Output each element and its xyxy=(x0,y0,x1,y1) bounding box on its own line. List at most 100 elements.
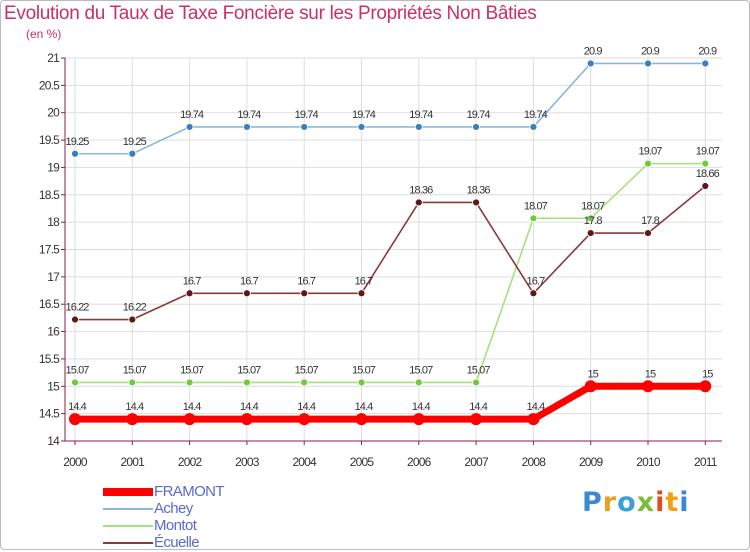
data-point xyxy=(586,59,595,68)
data-label: 16.22 xyxy=(65,302,89,314)
data-label: 14.4 xyxy=(68,401,87,413)
data-label: 16.7 xyxy=(355,275,374,287)
data-label: 14.4 xyxy=(183,401,202,413)
data-label: 15.07 xyxy=(409,364,433,376)
data-label: 19.74 xyxy=(237,109,261,121)
data-label: 20.9 xyxy=(584,45,603,57)
data-label: 18.36 xyxy=(467,184,491,196)
data-point xyxy=(357,378,366,387)
data-point xyxy=(185,378,194,387)
data-point xyxy=(185,289,194,298)
series-line-montot xyxy=(75,162,706,384)
y-tick-label: 18.5 xyxy=(39,188,60,202)
data-point xyxy=(701,159,710,168)
y-tick-label: 15 xyxy=(47,379,60,393)
data-label: 19.74 xyxy=(409,109,433,121)
y-tick-label: 17.5 xyxy=(39,243,60,257)
data-label: 20.9 xyxy=(698,45,717,57)
data-label: 15.07 xyxy=(65,364,89,376)
data-point xyxy=(128,378,137,387)
x-tick-label: 2000 xyxy=(63,455,88,469)
data-point xyxy=(126,413,139,426)
legend-swatch xyxy=(103,525,153,527)
x-tick-label: 2004 xyxy=(292,455,317,469)
unit-label: (en %) xyxy=(26,27,62,41)
data-label: 19.25 xyxy=(65,136,89,148)
data-label: 16.7 xyxy=(526,275,545,287)
y-tick-label: 14 xyxy=(47,434,60,448)
data-point xyxy=(472,378,481,387)
data-label: 15 xyxy=(645,368,656,380)
data-label: 18.07 xyxy=(581,200,605,212)
series-line-framont xyxy=(75,382,706,423)
data-point xyxy=(472,123,481,131)
x-tick-label: 2002 xyxy=(178,455,203,469)
data-point xyxy=(300,123,309,131)
x-tick-label: 2006 xyxy=(407,455,432,469)
data-point xyxy=(242,378,251,387)
data-point xyxy=(414,378,423,387)
x-tick-label: 2005 xyxy=(350,455,375,469)
data-label: 14.4 xyxy=(526,401,545,413)
y-tick-label: 16 xyxy=(47,325,60,339)
data-label: 19.74 xyxy=(352,109,376,121)
data-point xyxy=(584,380,597,393)
x-tick-label: 2001 xyxy=(121,455,146,469)
data-label: 18.07 xyxy=(524,200,548,212)
legend-item: FRAMONT xyxy=(103,483,303,501)
data-label: 15.07 xyxy=(180,364,204,376)
data-point xyxy=(472,198,481,207)
legend-label: Achey xyxy=(154,500,193,517)
series-line-achey xyxy=(75,62,706,155)
data-point xyxy=(414,198,423,207)
data-label: 18.66 xyxy=(696,168,720,180)
y-tick-label: 16.5 xyxy=(39,297,60,311)
data-label: 14.4 xyxy=(240,401,259,413)
data-point xyxy=(69,413,81,426)
data-label: 19.25 xyxy=(123,136,147,148)
data-label: 17.8 xyxy=(584,215,603,227)
data-label: 14.4 xyxy=(355,401,374,413)
logo-letter: t xyxy=(665,487,680,518)
data-label: 16.22 xyxy=(123,302,147,314)
data-label: 14.4 xyxy=(297,401,316,413)
data-point xyxy=(128,149,137,158)
data-label: 19.74 xyxy=(180,109,204,121)
legend-swatch xyxy=(103,488,153,496)
data-label: 18.36 xyxy=(409,184,433,196)
legend-swatch xyxy=(103,542,153,544)
data-label: 14.4 xyxy=(412,401,431,413)
logo-letter: P xyxy=(582,487,603,518)
y-tick-label: 14.5 xyxy=(39,407,60,421)
data-label: 20.9 xyxy=(641,45,660,57)
data-label: 16.7 xyxy=(183,275,202,287)
legend-label: Montot xyxy=(154,517,197,534)
data-label: 15 xyxy=(587,368,598,380)
y-tick-label: 17 xyxy=(47,270,60,284)
legend-item: Achey xyxy=(103,500,303,518)
data-point xyxy=(71,315,79,324)
x-tick-label: 2008 xyxy=(522,455,547,469)
data-label: 15.07 xyxy=(123,364,147,376)
y-tick-label: 18 xyxy=(47,215,60,229)
data-label: 19.74 xyxy=(524,109,548,121)
data-point xyxy=(529,214,538,223)
data-point xyxy=(470,413,483,426)
data-point xyxy=(701,182,710,190)
data-point xyxy=(529,123,538,131)
data-point xyxy=(414,123,423,131)
logo-letter: i xyxy=(655,487,666,518)
data-point xyxy=(644,159,652,168)
data-point xyxy=(644,229,652,237)
data-point xyxy=(71,378,79,387)
data-point xyxy=(357,123,366,131)
x-tick-label: 2007 xyxy=(464,455,489,469)
legend-item: Écuelle xyxy=(103,534,303,552)
x-tick-label: 2009 xyxy=(579,455,604,469)
data-point xyxy=(701,59,710,68)
data-label: 15 xyxy=(702,368,713,380)
data-point xyxy=(642,380,654,393)
logo-letter: x xyxy=(636,487,656,518)
